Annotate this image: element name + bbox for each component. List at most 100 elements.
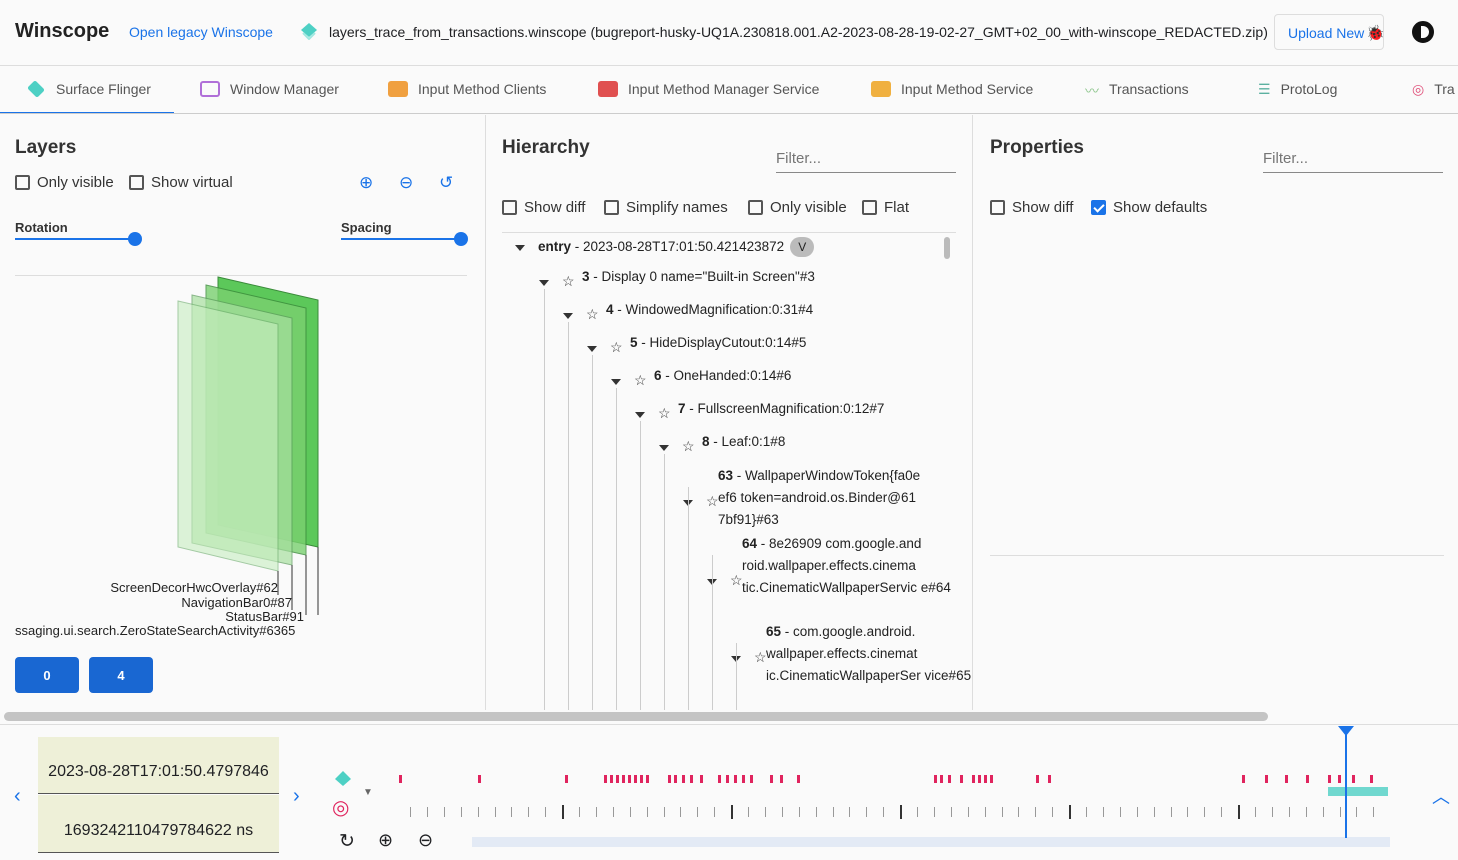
zoom-out-icon[interactable]: ⊖: [418, 830, 434, 850]
transaction-tick[interactable]: [1001, 807, 1003, 817]
transaction-tick[interactable]: [1288, 807, 1290, 817]
transaction-tick[interactable]: [1238, 805, 1241, 819]
trace-entry-mark[interactable]: [640, 775, 643, 783]
trace-entry-mark[interactable]: [1328, 775, 1331, 783]
collapse-caret-icon[interactable]: [563, 313, 573, 319]
trace-entry-mark[interactable]: [674, 775, 677, 783]
transaction-tick[interactable]: [680, 807, 682, 817]
trace-entry-mark[interactable]: [1242, 775, 1245, 783]
transaction-tick[interactable]: [1119, 807, 1121, 817]
transactions-rings-icon[interactable]: ◎: [332, 797, 350, 819]
trace-entry-mark[interactable]: [646, 775, 649, 783]
expand-timeline-icon[interactable]: ︿: [1432, 787, 1450, 807]
tree-node[interactable]: 4 - WindowedMagnification:0:31#4: [606, 300, 813, 320]
transaction-tick[interactable]: [663, 807, 665, 817]
transaction-tick[interactable]: [612, 807, 614, 817]
transaction-tick[interactable]: [426, 807, 428, 817]
collapse-caret-icon[interactable]: [587, 346, 597, 352]
transaction-tick[interactable]: [1221, 807, 1223, 817]
upload-new-button[interactable]: Upload New: [1274, 14, 1384, 50]
horizontal-scrollbar[interactable]: [4, 712, 1268, 721]
transaction-tick[interactable]: [1356, 807, 1358, 817]
trace-entry-mark[interactable]: [972, 775, 975, 783]
properties-filter-input[interactable]: [1263, 145, 1443, 173]
transaction-tick[interactable]: [950, 807, 952, 817]
transaction-tick[interactable]: [1018, 807, 1020, 817]
trace-entry-mark[interactable]: [1352, 775, 1355, 783]
tab-input-method-service[interactable]: Input Method Service: [871, 66, 1033, 113]
only-visible-checkbox[interactable]: Only visible: [15, 174, 114, 191]
transaction-tick[interactable]: [477, 807, 479, 817]
star-icon[interactable]: ☆: [706, 493, 719, 509]
collapse-caret-icon[interactable]: [659, 445, 669, 451]
star-icon[interactable]: ☆: [658, 405, 671, 421]
transaction-tick[interactable]: [562, 805, 565, 819]
collapse-caret-icon[interactable]: [611, 379, 621, 385]
spacing-slider[interactable]: [341, 238, 461, 240]
tab-surface-flinger[interactable]: Surface Flinger: [0, 66, 174, 113]
transaction-tick[interactable]: [900, 805, 903, 819]
star-icon[interactable]: ☆: [730, 572, 743, 588]
transaction-tick[interactable]: [697, 807, 699, 817]
bug-icon[interactable]: 🐞: [1366, 25, 1385, 42]
tree-node[interactable]: 63 - WallpaperWindowToken{fa0e ef6 token…: [718, 465, 928, 531]
transaction-tick[interactable]: [494, 807, 496, 817]
trace-entry-mark[interactable]: [718, 775, 721, 783]
trace-entry-mark[interactable]: [978, 775, 981, 783]
transaction-tick[interactable]: [1086, 807, 1087, 817]
star-icon[interactable]: ☆: [562, 273, 575, 289]
trace-entry-mark[interactable]: [770, 775, 773, 783]
transaction-tick[interactable]: [1187, 807, 1189, 817]
trace-entry-mark[interactable]: [604, 775, 607, 783]
tab-input-method-manager-service[interactable]: Input Method Manager Service: [598, 66, 819, 113]
tab-tra[interactable]: ◎ Tra: [1412, 66, 1455, 113]
tree-node[interactable]: 7 - FullscreenMagnification:0:12#7: [678, 399, 884, 419]
trace-entry-mark[interactable]: [622, 775, 625, 783]
transaction-tick[interactable]: [443, 807, 445, 817]
tree-node[interactable]: 64 - 8e26909 com.google.and roid.wallpap…: [742, 533, 952, 599]
trace-entry-mark[interactable]: [634, 775, 637, 783]
dropdown-caret-icon[interactable]: ▼: [363, 787, 373, 798]
transaction-tick[interactable]: [984, 807, 986, 817]
transaction-tick[interactable]: [933, 807, 935, 817]
transaction-tick[interactable]: [1102, 807, 1104, 817]
trace-entry-mark[interactable]: [990, 775, 993, 783]
tab-window-manager[interactable]: Window Manager: [200, 66, 339, 113]
tree-node[interactable]: 5 - HideDisplayCutout:0:14#5: [630, 333, 806, 353]
transaction-tick[interactable]: [511, 807, 513, 817]
tab-input-method-clients[interactable]: Input Method Clients: [388, 66, 546, 113]
star-icon[interactable]: ☆: [634, 372, 647, 388]
transaction-tick[interactable]: [545, 807, 547, 817]
transaction-tick[interactable]: [579, 807, 580, 817]
trace-entry-mark[interactable]: [478, 775, 481, 783]
transaction-tick[interactable]: [849, 807, 851, 817]
tree-node[interactable]: 6 - OneHanded:0:14#6: [654, 366, 791, 386]
show-virtual-checkbox[interactable]: Show virtual: [129, 174, 233, 191]
layers-3d-view[interactable]: [170, 275, 330, 615]
trace-entry-mark[interactable]: [742, 775, 745, 783]
collapse-caret-icon[interactable]: [539, 280, 549, 286]
trace-entry-mark[interactable]: [682, 775, 685, 783]
collapse-caret-icon[interactable]: [635, 412, 645, 418]
transaction-tick[interactable]: [1153, 807, 1155, 817]
timeline-range-bar[interactable]: [472, 837, 1390, 847]
trace-entry-mark[interactable]: [1370, 775, 1373, 783]
transaction-tick[interactable]: [1322, 807, 1324, 817]
transaction-tick[interactable]: [1255, 807, 1256, 817]
rotation-slider[interactable]: [15, 238, 135, 240]
next-entry-icon[interactable]: ›: [293, 785, 300, 807]
transaction-tick[interactable]: [866, 807, 868, 817]
transaction-tick[interactable]: [410, 807, 411, 817]
tree-node-entry[interactable]: entry - 2023-08-28T17:01:50.421423872 V: [538, 237, 815, 257]
trace-entry-mark[interactable]: [984, 775, 987, 783]
trace-entry-mark[interactable]: [1048, 775, 1051, 783]
trace-entry-mark[interactable]: [1285, 775, 1288, 783]
trace-entry-mark[interactable]: [668, 775, 671, 783]
transaction-tick[interactable]: [917, 807, 918, 817]
spacing-slider-knob[interactable]: [454, 232, 468, 246]
transaction-tick[interactable]: [798, 807, 800, 817]
transaction-tick[interactable]: [1035, 807, 1037, 817]
only-visible-checkbox[interactable]: Only visible: [748, 199, 847, 216]
open-legacy-link[interactable]: Open legacy Winscope: [129, 24, 273, 40]
trace-entry-mark[interactable]: [750, 775, 753, 783]
